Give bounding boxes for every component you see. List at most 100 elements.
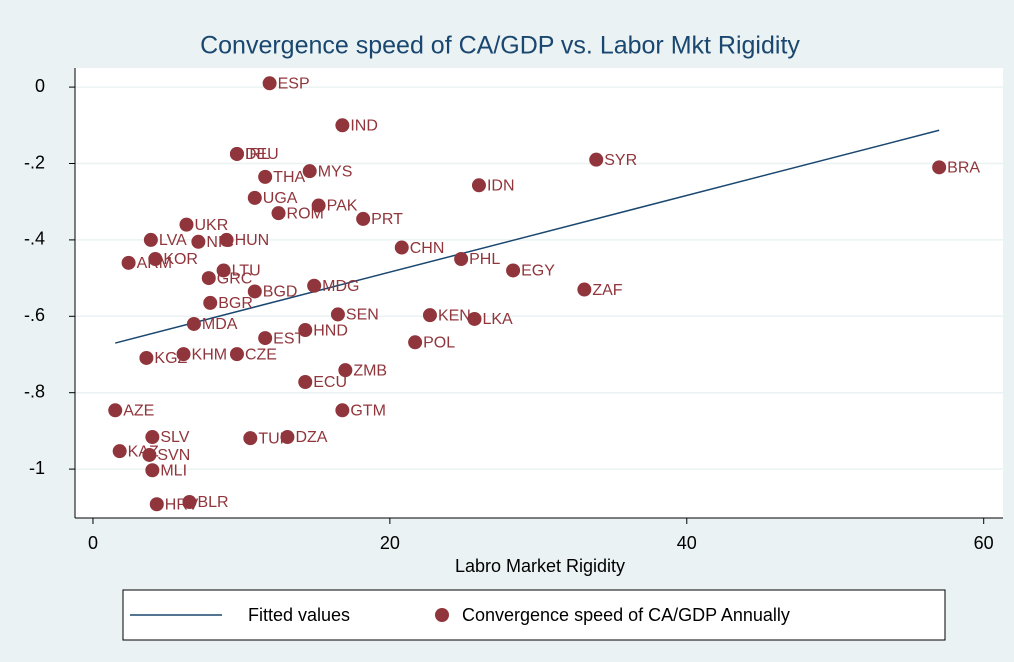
point-label: IRL: [245, 146, 270, 163]
point-label: GRC: [217, 270, 253, 287]
point: [335, 403, 350, 418]
point-label: THA: [273, 169, 305, 186]
point: [298, 375, 313, 390]
point: [471, 178, 486, 193]
point-label: UKR: [194, 217, 228, 234]
point-label: ZMB: [353, 362, 387, 379]
point-label: ESP: [278, 75, 310, 92]
point-label: SLV: [160, 429, 189, 446]
point: [139, 350, 154, 365]
point: [121, 255, 136, 270]
point-label: NIC: [206, 234, 234, 251]
point: [143, 232, 158, 247]
point: [182, 494, 197, 509]
point-label: ECU: [313, 374, 347, 391]
legend-swatch: [435, 608, 449, 622]
point-label: EST: [273, 330, 304, 347]
point-label: UGA: [263, 190, 298, 207]
point-label: DEU: [245, 146, 279, 163]
point: [454, 252, 469, 267]
point: [229, 347, 244, 362]
point: [179, 217, 194, 232]
y-tick-label: -.6: [24, 305, 45, 325]
legend: [122, 589, 946, 641]
point-label: EGY: [521, 263, 555, 280]
point-label: KGZ: [154, 350, 187, 367]
point: [422, 308, 437, 323]
point-label: MYS: [318, 163, 353, 180]
point: [258, 169, 273, 184]
legend-label: Convergence speed of CA/GDP Annually: [462, 605, 790, 625]
point-label: BRA: [947, 160, 980, 177]
point-label: KOR: [163, 251, 198, 268]
point: [262, 76, 277, 91]
point: [258, 331, 273, 346]
point-label: MLI: [160, 462, 187, 479]
point-label: BGD: [263, 284, 298, 301]
fit-line: [115, 129, 940, 344]
point-label: KHM: [192, 346, 228, 363]
point-label: CHN: [410, 240, 445, 257]
point-label: HND: [313, 322, 348, 339]
point: [577, 282, 592, 297]
point-label: IDN: [487, 177, 515, 194]
point: [467, 311, 482, 326]
point: [148, 252, 163, 267]
point: [191, 234, 206, 249]
point: [311, 198, 326, 213]
point-label: PAK: [327, 198, 358, 215]
point-label: BLR: [197, 494, 228, 511]
point-label: PRT: [371, 211, 403, 228]
y-tick-label: -.4: [24, 229, 45, 249]
y-tick-label: 0: [35, 76, 45, 96]
point: [932, 160, 947, 175]
point-label: ARM: [137, 255, 173, 272]
point-label: ROM: [287, 205, 324, 222]
point-label: IND: [350, 118, 378, 135]
point: [307, 278, 322, 293]
point: [145, 430, 160, 445]
x-axis-label: Labro Market Rigidity: [455, 556, 625, 576]
point: [335, 118, 350, 133]
legend-label: Fitted values: [248, 605, 350, 625]
point-label: GTM: [350, 402, 386, 419]
chart-title: Convergence speed of CA/GDP vs. Labor Mk…: [200, 32, 800, 60]
point-label: MDA: [202, 316, 238, 333]
point: [243, 431, 258, 446]
point-label: AZE: [123, 402, 154, 419]
point-label: SVN: [157, 447, 190, 464]
point-label: SYR: [604, 152, 637, 169]
point-label: POL: [423, 334, 455, 351]
point: [394, 240, 409, 255]
point-label: PHL: [469, 251, 500, 268]
point-label: CZE: [245, 346, 277, 363]
point-label: LVA: [159, 232, 187, 249]
point: [506, 263, 521, 278]
point: [298, 323, 313, 338]
plot-area: [75, 68, 1003, 518]
point: [145, 463, 160, 478]
point: [149, 497, 164, 512]
y-tick-label: -1: [29, 458, 45, 478]
point-label: SEN: [346, 307, 379, 324]
point: [356, 211, 371, 226]
y-tick-label: -.2: [24, 152, 45, 172]
point-label: BGR: [218, 295, 253, 312]
point: [176, 347, 191, 362]
point: [330, 307, 345, 322]
point: [203, 295, 218, 310]
x-tick-label: 60: [974, 533, 994, 553]
point: [219, 232, 234, 247]
point: [229, 146, 244, 161]
point: [186, 316, 201, 331]
point-label: MDG: [322, 278, 359, 295]
point: [216, 263, 231, 278]
x-tick-label: 20: [380, 533, 400, 553]
point-label: DZA: [295, 429, 327, 446]
point: [112, 444, 127, 459]
point-label: LTU: [232, 263, 261, 280]
point: [201, 271, 216, 286]
point-label: HUN: [235, 232, 270, 249]
